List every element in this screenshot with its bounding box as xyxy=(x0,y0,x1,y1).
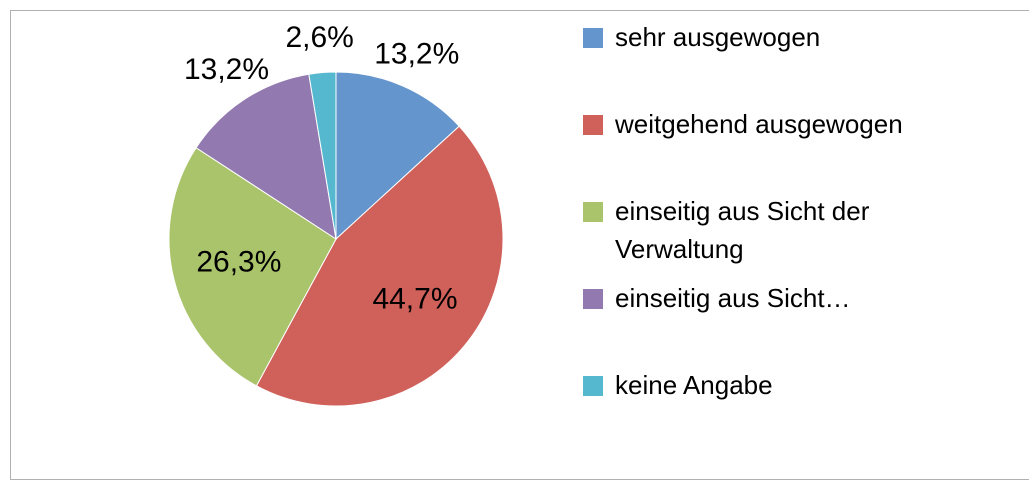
legend-swatch xyxy=(583,376,603,396)
pie-slice xyxy=(335,71,460,241)
pie-slice xyxy=(255,125,504,407)
pie-slice xyxy=(168,147,337,387)
data-label: 13,2% xyxy=(184,53,269,86)
legend-label: einseitig aus Sicht… xyxy=(615,283,851,313)
data-label: 44,7% xyxy=(372,283,457,316)
legend-item: sehr ausgewogen xyxy=(583,18,1003,56)
legend-swatch xyxy=(583,289,603,309)
data-label: 26,3% xyxy=(196,246,281,279)
legend-swatch xyxy=(583,115,603,135)
legend-label: weitgehend ausgewogen xyxy=(615,109,903,139)
pie-slice xyxy=(308,71,337,240)
legend-item: keine Angabe xyxy=(583,366,1003,404)
legend-swatch xyxy=(583,202,603,222)
chart: 13,2% 44,7% 26,3% 13,2% 2,6% xyxy=(168,21,504,407)
legend-item: einseitig aus Sicht… xyxy=(583,279,1003,317)
legend-item: einseitig aus Sicht der Verwaltung xyxy=(583,192,1003,268)
legend-item: weitgehend ausgewogen xyxy=(583,105,1003,143)
legend-swatch xyxy=(583,28,603,48)
data-label: 2,6% xyxy=(285,21,353,54)
legend-label: einseitig aus Sicht der Verwaltung xyxy=(615,196,870,264)
page: 13,2% 44,7% 26,3% 13,2% 2,6% sehr ausgewogen… xyxy=(10,10,1029,480)
data-label: 13,2% xyxy=(374,38,459,71)
legend-label: keine Angabe xyxy=(615,370,773,400)
legend-label: sehr ausgewogen xyxy=(615,22,821,52)
pie-slice xyxy=(195,73,337,241)
